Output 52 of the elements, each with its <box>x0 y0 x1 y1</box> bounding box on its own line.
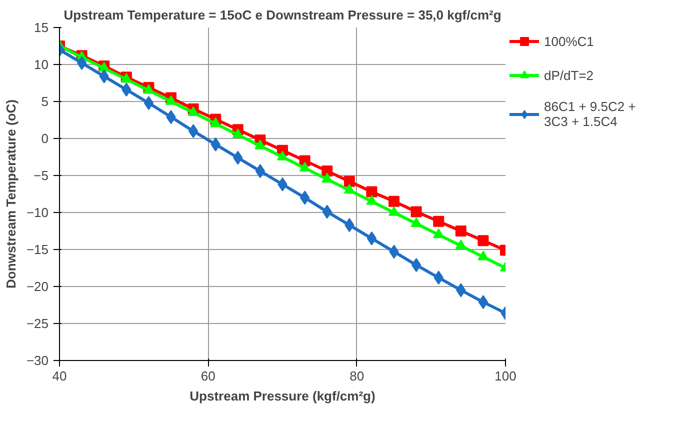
point <box>411 258 422 272</box>
point <box>433 228 444 238</box>
point <box>322 172 333 183</box>
point <box>366 231 377 246</box>
y-tick-label: −30 <box>26 353 49 368</box>
point <box>478 295 488 310</box>
point <box>210 117 222 128</box>
point <box>388 196 400 207</box>
point <box>76 56 87 70</box>
point <box>188 106 199 116</box>
legend-label: dP/dT=2 <box>544 68 594 82</box>
y-tick-label: −10 <box>26 205 49 220</box>
point <box>255 164 266 178</box>
y-tick-label: −5 <box>34 168 49 183</box>
point <box>143 84 154 94</box>
y-tick-label: 15 <box>34 20 49 35</box>
y-tick-label: 0 <box>41 131 49 146</box>
point <box>410 217 422 227</box>
point <box>366 186 378 198</box>
x-tick-label: 80 <box>350 368 364 384</box>
point <box>388 206 400 216</box>
x-tick-label: 100 <box>494 368 516 384</box>
y-tick-label: 10 <box>34 57 49 72</box>
point <box>188 124 198 138</box>
point <box>277 150 288 160</box>
y-tick-label: 5 <box>41 94 49 109</box>
point <box>322 166 333 177</box>
point <box>166 95 176 105</box>
point <box>300 190 310 205</box>
y-axis-title: Donwstream Temperature (oC) <box>3 99 18 289</box>
point <box>410 206 422 218</box>
point <box>344 176 355 187</box>
x-tick-label: 40 <box>52 368 67 384</box>
point <box>455 240 466 250</box>
point <box>433 216 444 227</box>
point <box>232 128 244 138</box>
point <box>366 195 378 205</box>
point <box>478 250 489 260</box>
point <box>344 184 355 194</box>
point <box>144 96 154 110</box>
x-tick-label: 60 <box>200 368 216 384</box>
point <box>455 226 466 236</box>
y-tick-label: −15 <box>26 242 49 257</box>
point <box>478 235 489 246</box>
y-tick-label: −20 <box>26 279 49 294</box>
y-tick-label: −25 <box>26 316 49 331</box>
chart-title: Upstream Temperature = 15oC e Downstream Pressure = 35,0 kgf/cm²g <box>64 8 502 22</box>
x-axis-title: Upstream Pressure (kgf/cm²g) <box>190 388 376 404</box>
legend-label: 86C1 + 9.5C2 + 3C3 + 1.5C4 <box>544 99 636 129</box>
point <box>299 162 310 172</box>
point <box>254 140 266 150</box>
legend-label: 100%C1 <box>544 34 594 48</box>
